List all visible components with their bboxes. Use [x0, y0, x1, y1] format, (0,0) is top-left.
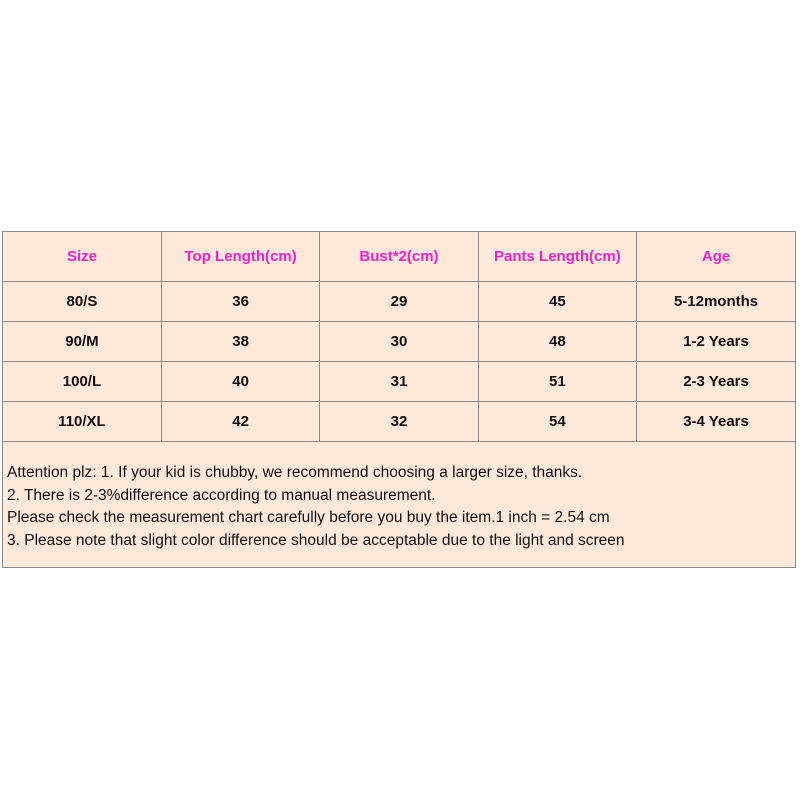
note-line: 3. Please note that slight color differe… [7, 531, 625, 549]
size-table: Size Top Length(cm) Bust*2(cm) Pants Length… [3, 232, 795, 442]
table-cell: 51 [477, 361, 638, 402]
table-cell: 48 [477, 321, 638, 362]
table-cell: 3-4 Years [636, 401, 795, 442]
table-cell: 80/S [3, 281, 162, 322]
table-cell: 90/M [3, 321, 162, 362]
note-line: Attention plz: 1. If your kid is chubby,… [7, 464, 583, 481]
table-cell: 45 [477, 281, 638, 322]
header-cell: Age [636, 232, 795, 282]
table-cell: 100/L [3, 361, 162, 402]
note-line: 2. There is 2-3%difference according to … [7, 486, 436, 504]
table-cell: 110/XL [3, 401, 162, 442]
table-cell: 42 [160, 401, 321, 442]
table-row: 80/S 36 29 45 5-12months [3, 281, 795, 322]
header-cell: Top Length(cm) [160, 232, 321, 282]
header-cell: Pants Length(cm) [477, 232, 638, 282]
table-cell: 1-2 Years [636, 321, 795, 362]
table-cell: 38 [160, 321, 321, 362]
table-cell: 31 [319, 361, 479, 402]
note-line: Please check the measurement chart caref… [7, 509, 610, 526]
table-cell: 5-12months [636, 281, 795, 322]
header-row: Size Top Length(cm) Bust*2(cm) Pants Length… [3, 232, 795, 282]
notes: Attention plz: 1. If your kid is chubby,… [3, 442, 795, 567]
table-cell: 29 [319, 281, 479, 322]
header-cell: Bust*2(cm) [319, 232, 479, 282]
size-chart: Size Top Length(cm) Bust*2(cm) Pants Length… [2, 231, 796, 568]
table-cell: 32 [319, 401, 479, 442]
table-cell: 30 [319, 321, 479, 362]
table-cell: 36 [160, 281, 321, 322]
header-cell: Size [3, 232, 162, 282]
table-body: Size Top Length(cm) Bust*2(cm) Pants Length… [3, 232, 795, 442]
table-cell: 54 [477, 401, 638, 442]
table-cell: 2-3 Years [636, 361, 795, 402]
table-row: 90/M 38 30 48 1-2 Years [3, 321, 795, 362]
table-row: 110/XL 42 32 54 3-4 Years [3, 401, 795, 442]
table-cell: 40 [160, 361, 321, 402]
table-row: 100/L 40 31 51 2-3 Years [3, 361, 795, 402]
